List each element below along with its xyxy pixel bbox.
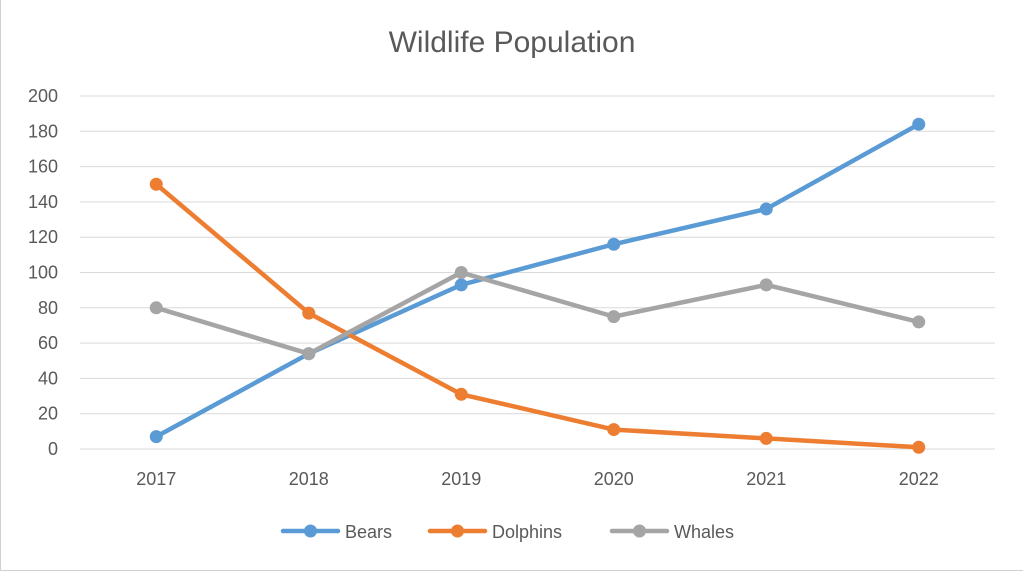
data-point-bears-2020: [607, 237, 621, 251]
data-point-whales-2022: [912, 315, 926, 329]
data-point-dolphins-2019: [454, 387, 468, 401]
data-point-bears-2019: [454, 278, 468, 292]
data-point-bears-2021: [759, 202, 773, 216]
legend-swatch-marker-whales: [633, 524, 646, 538]
y-tick-label-140: 140: [28, 192, 58, 212]
data-point-whales-2017: [149, 301, 163, 315]
data-point-dolphins-2018: [302, 306, 316, 320]
x-tick-label-2018: 2018: [289, 469, 329, 489]
legend-label-whales: Whales: [674, 522, 734, 542]
series-line-whales: [154, 270, 921, 356]
legend-swatch-marker-dolphins: [451, 524, 464, 538]
series-line-dolphins: [154, 182, 921, 450]
y-tick-label-200: 200: [28, 86, 58, 106]
y-tick-label-80: 80: [38, 298, 58, 318]
y-tick-label-100: 100: [28, 263, 58, 283]
data-point-dolphins-2021: [759, 431, 773, 445]
gridlines: [80, 95, 995, 450]
legend: Bears Dolphins Whales: [280, 522, 734, 542]
legend-item-whales: Whales: [609, 522, 734, 542]
y-tick-label-60: 60: [38, 333, 58, 353]
y-tick-label-0: 0: [48, 439, 58, 459]
legend-item-dolphins: Dolphins: [427, 522, 562, 542]
data-point-bears-2022: [912, 117, 926, 131]
x-tick-label-2022: 2022: [899, 469, 939, 489]
series-line-bears: [154, 121, 921, 439]
y-tick-label-160: 160: [28, 157, 58, 177]
legend-label-bears: Bears: [345, 522, 392, 542]
data-point-dolphins-2020: [607, 423, 621, 437]
y-tick-label-120: 120: [28, 227, 58, 247]
legend-label-dolphins: Dolphins: [492, 522, 562, 542]
data-point-whales-2019: [454, 266, 468, 279]
data-point-dolphins-2017: [149, 177, 163, 191]
chart-title: Wildlife Population: [389, 26, 636, 59]
x-axis-tick-labels: 2017 2018 2019 2020 2021 2022: [136, 469, 939, 489]
x-tick-label-2020: 2020: [594, 469, 634, 489]
y-tick-label-180: 180: [28, 121, 58, 141]
data-point-whales-2021: [759, 278, 773, 292]
legend-item-bears: Bears: [280, 522, 392, 542]
y-axis-tick-labels: 0 20 40 60 80 100 120 140 160 180 200: [28, 86, 58, 459]
data-point-dolphins-2022: [912, 440, 926, 454]
legend-swatch-marker-bears: [304, 524, 317, 538]
data-point-whales-2018: [302, 347, 316, 361]
data-point-bears-2017: [149, 430, 163, 444]
x-tick-label-2019: 2019: [441, 469, 481, 489]
y-tick-label-40: 40: [38, 368, 58, 388]
data-point-whales-2020: [607, 310, 621, 324]
x-tick-label-2021: 2021: [746, 469, 786, 489]
y-tick-label-20: 20: [38, 404, 58, 424]
series-lines: [149, 117, 926, 454]
x-tick-label-2017: 2017: [136, 469, 176, 489]
